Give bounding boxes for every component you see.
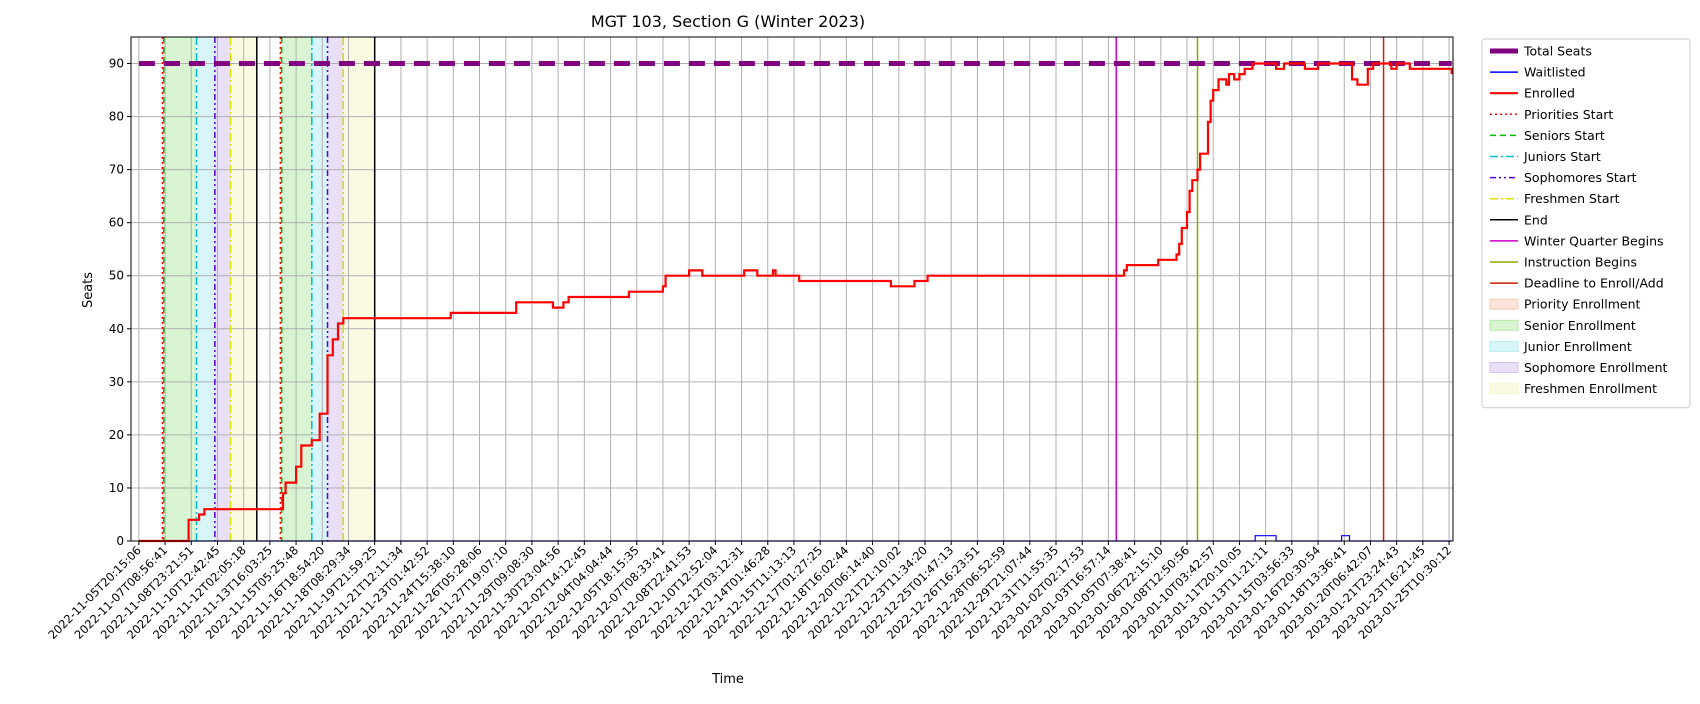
legend-label: Juniors Start	[1523, 149, 1601, 164]
shaded-region-freshmen-enrollment	[343, 37, 375, 541]
y-tick-label: 10	[109, 481, 124, 495]
y-tick-label: 50	[109, 269, 124, 283]
legend-label: Priority Enrollment	[1524, 297, 1641, 312]
legend-label: Deadline to Enroll/Add	[1524, 276, 1664, 291]
y-axis-label: Seats	[81, 272, 96, 308]
legend-entry-freshmen-enrollment: Freshmen Enrollment	[1489, 381, 1657, 396]
y-tick-label: 60	[109, 216, 124, 230]
legend-entry-priorities-start: Priorities Start	[1490, 107, 1613, 122]
plot-frame	[130, 36, 1454, 542]
legend-label: Senior Enrollment	[1524, 318, 1636, 333]
legend-swatch	[1489, 383, 1519, 395]
y-tick-label: 90	[109, 57, 124, 71]
series-line-enrolled	[138, 62, 1453, 543]
legend-entry-juniors-start: Juniors Start	[1490, 149, 1601, 164]
y-tick-label: 30	[109, 375, 124, 389]
legend-entry-sophomores-start: Sophomores Start	[1490, 170, 1637, 185]
legend-entry-instruction-begins: Instruction Begins	[1490, 255, 1637, 270]
legend-label: Winter Quarter Begins	[1524, 233, 1664, 248]
shaded-region-senior-enrollment	[281, 37, 312, 541]
legend-label: Instruction Begins	[1524, 255, 1637, 270]
legend-entry-winter-quarter-begins: Winter Quarter Begins	[1490, 233, 1664, 248]
legend-label: Priorities Start	[1524, 107, 1613, 122]
legend-entry-deadline-to-enroll-add: Deadline to Enroll/Add	[1490, 276, 1664, 291]
legend-label: Freshmen Enrollment	[1524, 381, 1657, 396]
legend-label: Enrolled	[1524, 86, 1575, 101]
legend-entry-senior-enrollment: Senior Enrollment	[1489, 318, 1636, 333]
legend-label: Junior Enrollment	[1523, 339, 1632, 354]
legend-entry-seniors-start: Seniors Start	[1490, 128, 1605, 143]
y-tick-label: 20	[109, 428, 124, 442]
legend-swatch	[1489, 298, 1519, 310]
legend: Total Seats Waitlisted Enrolled Priorities …	[1481, 38, 1691, 409]
x-axis-label: Time	[711, 672, 744, 687]
legend-entry-enrolled: Enrolled	[1490, 86, 1575, 101]
legend-entry-waitlisted: Waitlisted	[1490, 65, 1586, 80]
legend-label: End	[1524, 212, 1548, 227]
legend-entry-end: End	[1490, 212, 1548, 227]
chart-title: MGT 103, Section G (Winter 2023)	[591, 12, 865, 31]
legend-swatch	[1489, 362, 1519, 373]
y-tick-label: 40	[109, 322, 124, 336]
legend-label: Total Seats	[1523, 44, 1592, 59]
legend-label: Waitlisted	[1524, 65, 1586, 80]
shaded-region-sophomore-enrollment	[214, 37, 231, 541]
legend-entry-freshmen-start: Freshmen Start	[1490, 191, 1620, 206]
legend-label: Freshmen Start	[1524, 191, 1620, 206]
plot-area: 01020304050607080902022-11-05T20:15:0620…	[45, 36, 1454, 642]
shaded-region-junior-enrollment	[196, 37, 215, 541]
legend-label: Sophomore Enrollment	[1524, 360, 1668, 375]
y-tick-label: 80	[109, 110, 124, 124]
legend-swatch	[1489, 319, 1519, 331]
legend-label: Seniors Start	[1524, 128, 1605, 143]
y-tick-label: 70	[109, 163, 124, 177]
legend-box	[1481, 38, 1691, 409]
shaded-region-junior-enrollment	[311, 37, 328, 541]
legend-entry-priority-enrollment: Priority Enrollment	[1489, 297, 1641, 312]
legend-entry-junior-enrollment: Junior Enrollment	[1489, 339, 1632, 354]
legend-label: Sophomores Start	[1524, 170, 1637, 185]
shaded-region-sophomore-enrollment	[327, 37, 344, 541]
legend-entry-total-seats: Total Seats	[1490, 44, 1592, 59]
legend-swatch	[1489, 340, 1519, 352]
legend-entry-sophomore-enrollment: Sophomore Enrollment	[1489, 360, 1668, 375]
y-tick-label: 0	[116, 534, 124, 548]
